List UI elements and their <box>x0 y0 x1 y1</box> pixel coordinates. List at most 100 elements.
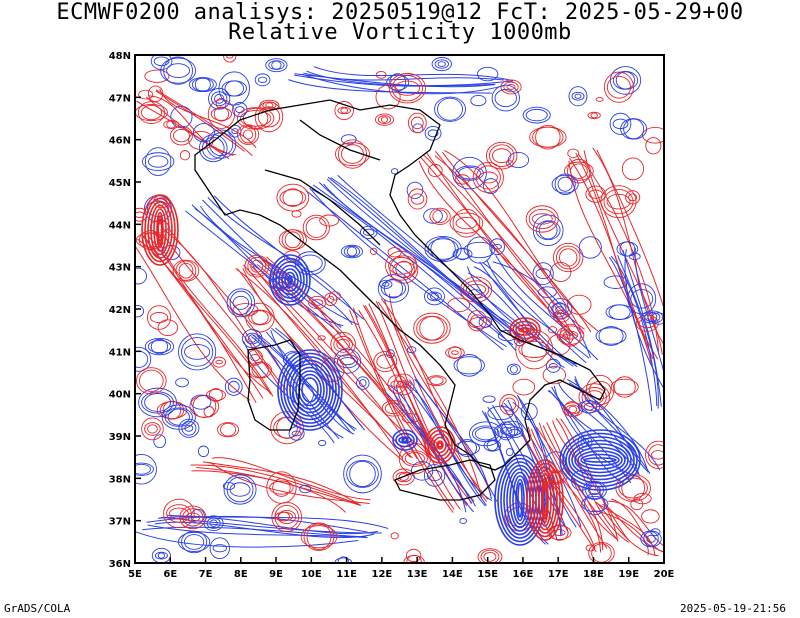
vorticity-contour-ring <box>557 176 573 192</box>
vorticity-contour-ring <box>265 58 288 73</box>
vorticity-contour-ring <box>217 422 240 438</box>
vorticity-contour-ring <box>212 544 227 553</box>
vorticity-contour-ring <box>556 245 581 270</box>
vorticity-contour-ring <box>138 387 177 418</box>
vorticity-contour-ring <box>518 340 551 359</box>
vorticity-contour-ring <box>157 319 179 337</box>
vorticity-contour-ring <box>157 552 165 559</box>
vorticity-contour-ring <box>349 460 376 488</box>
vorticity-contour-ring <box>175 260 197 281</box>
vorticity-contour-ring <box>434 59 449 69</box>
vorticity-contour-ring <box>609 112 632 135</box>
vorticity-contour-ring <box>257 106 281 128</box>
vorticity-core-contour <box>150 204 170 256</box>
vorticity-contour-ring <box>135 367 167 395</box>
vorticity-contour-ring <box>147 85 164 103</box>
vorticity-contour-ring <box>359 225 378 239</box>
vorticity-core-contour <box>494 454 546 546</box>
vorticity-contour-ring <box>374 113 395 126</box>
lon-tick-label: 10E <box>301 569 322 580</box>
vorticity-contour-ring <box>424 125 442 141</box>
vorticity-core-contour <box>526 459 564 541</box>
lon-tick-label: 7E <box>199 569 213 580</box>
vorticity-contour-ring <box>144 422 161 436</box>
vorticity-contour-ring <box>338 139 367 169</box>
vorticity-contour-ring <box>387 247 402 258</box>
vorticity-contour-ring <box>297 254 323 272</box>
vorticity-contour-ring <box>137 101 165 124</box>
vorticity-contour <box>551 386 639 475</box>
lat-tick-label: 46N <box>109 136 131 147</box>
vorticity-core-contour <box>542 487 548 513</box>
vorticity-contour-ring <box>396 380 412 389</box>
vorticity-contour-ring <box>333 348 362 374</box>
vorticity-contour-ring <box>166 63 190 78</box>
vorticity-contour-ring <box>595 327 627 345</box>
vorticity-contour <box>602 503 664 553</box>
vorticity-contour-ring <box>138 89 154 100</box>
vorticity-contour-ring <box>553 529 566 537</box>
vorticity-contour-ring <box>163 498 195 529</box>
vorticity-contour <box>575 152 659 360</box>
vorticity-contour <box>202 199 359 326</box>
vorticity-contour <box>185 210 342 335</box>
vorticity-contour-ring <box>426 469 443 482</box>
vorticity-core-contour <box>147 201 173 259</box>
vorticity-contour-ring <box>209 519 218 528</box>
vorticity-contour-ring <box>625 190 641 205</box>
vorticity-contour <box>380 298 488 503</box>
vorticity-contour-ring <box>532 262 554 286</box>
vorticity-core-contour <box>402 437 408 443</box>
vorticity-contour-ring <box>547 326 558 334</box>
vorticity-contour-ring <box>500 426 513 435</box>
vorticity-contour-ring <box>427 129 439 138</box>
vorticity-core-contour <box>535 469 555 531</box>
vorticity-contour <box>358 309 461 510</box>
vorticity-contour-ring <box>502 397 517 412</box>
vorticity-contour <box>486 259 590 359</box>
vorticity-contour-ring <box>247 256 267 276</box>
vorticity-contour-ring <box>474 427 497 441</box>
vorticity-contour-ring <box>545 358 561 373</box>
vorticity-contour-ring <box>172 259 200 282</box>
vorticity-contour-ring <box>528 208 556 230</box>
vorticity-contour <box>252 334 344 439</box>
vorticity-contour-ring <box>645 440 664 469</box>
vorticity-contour-ring <box>141 152 175 171</box>
vorticity-contour <box>611 498 664 553</box>
vorticity-contour-ring <box>210 107 233 121</box>
vorticity-contour-ring <box>482 178 499 195</box>
vorticity-contour <box>567 379 648 472</box>
vorticity-contour-ring <box>531 213 553 225</box>
lon-tick-label: 17E <box>548 569 569 580</box>
vorticity-contour-ring <box>512 378 536 396</box>
vorticity-contour-ring <box>452 248 473 260</box>
vorticity-contour-ring <box>340 244 364 259</box>
vorticity-contour <box>608 500 664 547</box>
vorticity-contour-ring <box>550 261 572 282</box>
vorticity-contour-ring <box>538 221 558 240</box>
vorticity-contour-ring <box>551 174 579 194</box>
vorticity-contour-ring <box>377 274 409 303</box>
vorticity-contour-ring <box>138 369 164 392</box>
vorticity-core-contour <box>515 478 525 522</box>
vorticity-contour <box>352 307 455 510</box>
vorticity-contour-ring <box>268 60 285 71</box>
vorticity-contour-ring <box>356 376 370 390</box>
vorticity-contour <box>574 376 651 474</box>
vorticity-contour-ring <box>494 89 517 108</box>
vorticity-contour-ring <box>254 101 284 133</box>
vorticity-contour-ring <box>390 380 404 388</box>
vorticity-contour-ring <box>552 302 567 318</box>
vorticity-contour-ring <box>370 247 378 255</box>
vorticity-contour-ring <box>603 275 628 289</box>
vorticity-contour-ring <box>337 106 351 115</box>
vorticity-contour-ring <box>188 77 217 93</box>
vorticity-contour-ring <box>613 376 636 398</box>
vorticity-contour-ring <box>620 118 648 140</box>
vorticity-contour-ring <box>606 75 631 99</box>
vorticity-core-contour <box>280 352 340 428</box>
vorticity-contour-ring <box>343 454 382 494</box>
lon-tick-label: 20E <box>654 569 675 580</box>
vorticity-contour-ring <box>486 440 499 452</box>
